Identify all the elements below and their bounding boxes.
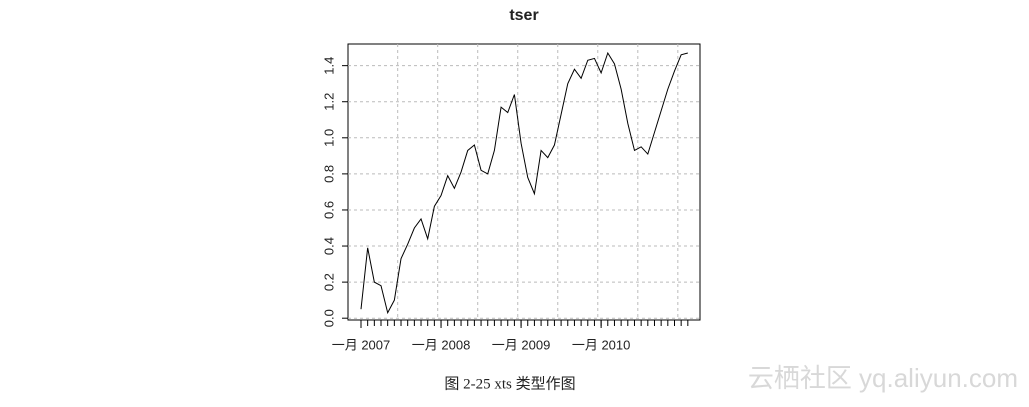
y-tick-label: 1.4 bbox=[321, 57, 336, 75]
series-line bbox=[360, 51, 688, 315]
y-tick-label: 0.6 bbox=[321, 201, 336, 219]
x-tick-label: 一月 2009 bbox=[492, 337, 551, 352]
x-tick-label: 一月 2007 bbox=[332, 337, 391, 352]
plot-frame bbox=[347, 43, 701, 321]
y-tick-label: 0.4 bbox=[321, 237, 336, 255]
y-tick-label: 1.2 bbox=[321, 93, 336, 111]
caption: 图 2-25 xts 类型作图 bbox=[444, 375, 575, 392]
x-tick-label: 一月 2010 bbox=[572, 337, 631, 352]
y-tick-label: 0.8 bbox=[321, 165, 336, 183]
x-tick-label: 一月 2008 bbox=[412, 337, 471, 352]
y-tick-label: 0.0 bbox=[321, 309, 336, 327]
y-tick-label: 1.0 bbox=[321, 129, 336, 147]
chart-title: tser bbox=[509, 7, 538, 24]
y-tick-label: 0.2 bbox=[321, 273, 336, 291]
watermark: 云栖社区 yq.aliyun.com bbox=[748, 363, 1018, 393]
